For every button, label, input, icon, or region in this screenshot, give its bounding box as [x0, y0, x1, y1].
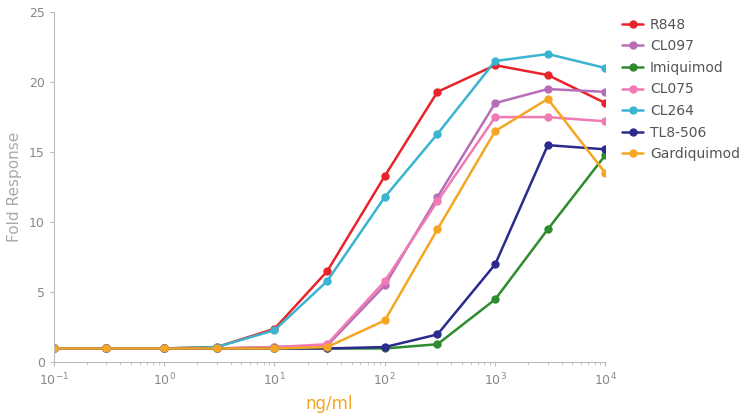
Y-axis label: Fold Response: Fold Response: [7, 132, 22, 242]
R848: [380, 173, 389, 178]
CL264: [322, 278, 331, 284]
CL097: [212, 346, 221, 351]
Imiquimod: [102, 346, 111, 351]
Imiquimod: [433, 342, 442, 347]
CL075: [49, 346, 58, 351]
TL8-506: [322, 346, 331, 351]
Gardiquimod: [212, 346, 221, 351]
Imiquimod: [49, 346, 58, 351]
Imiquimod: [212, 346, 221, 351]
Imiquimod: [270, 346, 279, 351]
Gardiquimod: [433, 227, 442, 232]
Line: TL8-506: TL8-506: [50, 142, 609, 352]
R848: [212, 344, 221, 349]
TL8-506: [49, 346, 58, 351]
Line: CL075: CL075: [50, 114, 609, 352]
CL264: [491, 58, 500, 63]
TL8-506: [380, 344, 389, 349]
Imiquimod: [543, 227, 552, 232]
TL8-506: [601, 147, 610, 152]
CL075: [491, 115, 500, 120]
TL8-506: [433, 332, 442, 337]
TL8-506: [102, 346, 111, 351]
CL264: [270, 328, 279, 333]
TL8-506: [543, 143, 552, 148]
Legend: R848, CL097, Imiquimod, CL075, CL264, TL8-506, Gardiquimod: R848, CL097, Imiquimod, CL075, CL264, TL…: [617, 12, 745, 167]
Gardiquimod: [49, 346, 58, 351]
Line: Gardiquimod: Gardiquimod: [50, 95, 609, 352]
CL097: [491, 100, 500, 105]
Gardiquimod: [380, 318, 389, 323]
CL264: [433, 131, 442, 136]
Imiquimod: [601, 152, 610, 158]
Gardiquimod: [160, 346, 169, 351]
CL097: [270, 344, 279, 349]
R848: [491, 63, 500, 68]
Gardiquimod: [270, 346, 279, 351]
R848: [160, 346, 169, 351]
CL075: [212, 346, 221, 351]
CL097: [322, 343, 331, 348]
TL8-506: [270, 346, 279, 351]
R848: [433, 89, 442, 94]
R848: [102, 346, 111, 351]
TL8-506: [160, 346, 169, 351]
TL8-506: [491, 262, 500, 267]
Gardiquimod: [543, 96, 552, 101]
R848: [601, 100, 610, 105]
CL075: [322, 342, 331, 347]
Imiquimod: [322, 346, 331, 351]
CL097: [160, 346, 169, 351]
Imiquimod: [380, 346, 389, 351]
CL264: [601, 66, 610, 71]
Line: Imiquimod: Imiquimod: [50, 152, 609, 352]
R848: [49, 346, 58, 351]
CL075: [270, 344, 279, 349]
X-axis label: ng/ml: ng/ml: [306, 395, 353, 413]
CL264: [380, 194, 389, 200]
CL097: [102, 346, 111, 351]
CL075: [160, 346, 169, 351]
CL097: [543, 87, 552, 92]
CL075: [102, 346, 111, 351]
CL264: [160, 346, 169, 351]
CL264: [543, 52, 552, 57]
CL097: [601, 89, 610, 94]
CL075: [380, 278, 389, 284]
CL097: [49, 346, 58, 351]
Line: R848: R848: [50, 62, 609, 352]
TL8-506: [212, 346, 221, 351]
Line: CL097: CL097: [50, 86, 609, 352]
R848: [322, 269, 331, 274]
Gardiquimod: [491, 129, 500, 134]
CL075: [543, 115, 552, 120]
Line: CL264: CL264: [50, 50, 609, 352]
Gardiquimod: [102, 346, 111, 351]
CL264: [212, 344, 221, 349]
Imiquimod: [160, 346, 169, 351]
Gardiquimod: [601, 171, 610, 176]
CL075: [433, 199, 442, 204]
Imiquimod: [491, 297, 500, 302]
R848: [543, 73, 552, 78]
CL097: [380, 283, 389, 288]
CL097: [433, 194, 442, 200]
Gardiquimod: [322, 344, 331, 349]
R848: [270, 326, 279, 331]
CL264: [49, 346, 58, 351]
CL264: [102, 346, 111, 351]
CL075: [601, 119, 610, 124]
